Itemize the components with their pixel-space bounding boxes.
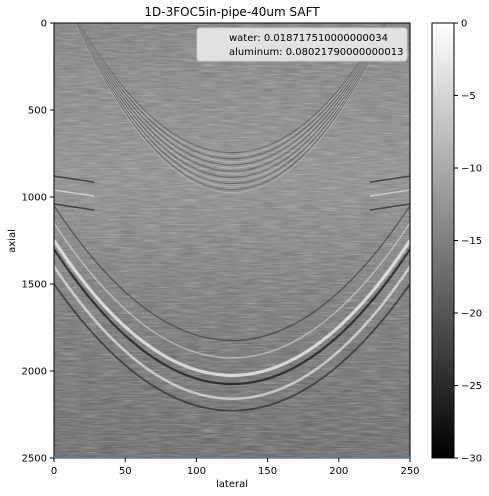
colorbar-tick-label: −10 <box>461 164 482 175</box>
x-tick-label: 200 <box>329 466 348 477</box>
wavefront-arc <box>78 23 386 153</box>
x-tick-label: 0 <box>51 466 57 477</box>
colorbar-tick-label: −25 <box>461 381 482 392</box>
wavefront-arc <box>76 23 388 172</box>
reflection-band <box>54 265 410 401</box>
x-axis: 0 50 100 150 200 250 <box>51 458 420 477</box>
colorbar-tick-label: −20 <box>461 309 482 320</box>
colorbar-tick-label: −30 <box>461 454 482 465</box>
side-streak <box>54 189 95 197</box>
colorbar <box>431 22 455 459</box>
wavefront-arc <box>75 23 389 178</box>
y-axis-label: axial <box>7 229 18 253</box>
y-tick-label: 2000 <box>22 367 47 378</box>
y-tick-label: 1500 <box>22 280 47 291</box>
x-tick-label: 150 <box>258 466 277 477</box>
legend-entry-water: water: 0.018717510000000034 <box>229 33 388 44</box>
colorbar-axis: 0 −5 −10 −15 −20 −25 −30 <box>454 19 482 465</box>
y-tick-label: 2500 <box>22 454 47 465</box>
heatmap-image <box>54 23 410 458</box>
reflection-band <box>54 239 410 377</box>
wavefront-arc <box>77 23 387 160</box>
reflection-band <box>54 205 410 342</box>
wavefront-arc <box>77 23 387 156</box>
x-axis-label: lateral <box>216 479 248 490</box>
reflection-band <box>54 283 410 412</box>
wavefront-arc <box>76 23 388 175</box>
colorbar-tick-label: −5 <box>461 91 476 102</box>
legend: water: 0.018717510000000034 aluminum: 0.… <box>196 27 408 62</box>
y-tick-label: 500 <box>28 106 47 117</box>
y-tick-label: 1000 <box>22 193 47 204</box>
wavefront-arc <box>75 23 389 184</box>
chart-title: 1D-3FOC5in-pipe-40um SAFT <box>144 5 320 19</box>
reflection-band <box>54 248 410 386</box>
y-axis: 0 500 1000 1500 2000 2500 <box>22 19 54 465</box>
wavefront-arc <box>76 23 388 166</box>
reflection-band <box>54 222 410 359</box>
side-streak <box>369 175 410 183</box>
colorbar-tick-label: 0 <box>461 19 467 30</box>
side-streak <box>369 203 410 211</box>
side-streak <box>54 175 95 183</box>
y-tick-label: 0 <box>41 19 47 30</box>
wavefront-arc <box>76 23 388 169</box>
side-streak <box>54 203 95 211</box>
wavefront-arc <box>75 23 389 181</box>
x-tick-label: 100 <box>187 466 206 477</box>
legend-entry-aluminum: aluminum: 0.08021790000000013 <box>229 47 403 58</box>
side-streak <box>369 189 410 197</box>
x-tick-label: 50 <box>119 466 132 477</box>
wavefront-arc <box>77 23 387 163</box>
x-tick-label: 250 <box>400 466 419 477</box>
colorbar-tick-label: −15 <box>461 236 482 247</box>
